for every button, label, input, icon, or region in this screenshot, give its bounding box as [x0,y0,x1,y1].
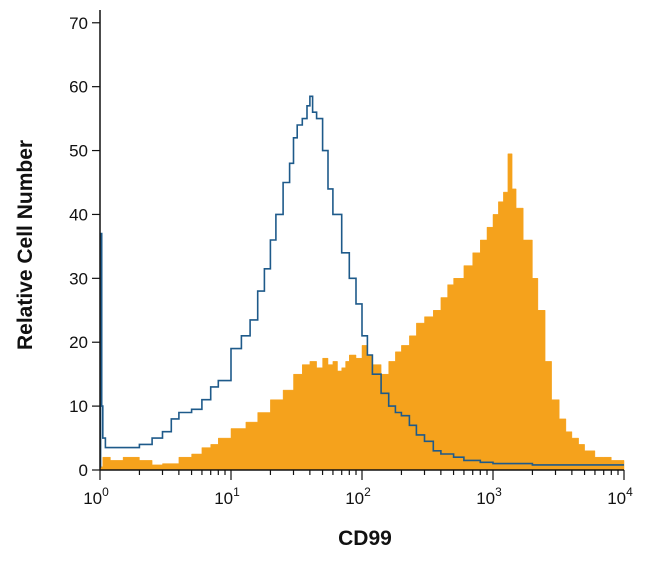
plot-area [99,95,625,471]
y-axis-ticks: 0 10 20 30 40 50 60 70 [69,14,100,480]
x-tick-label: 104 [607,485,633,508]
x-tick-label-exponent: 1 [233,485,240,499]
x-tick-label-exponent: 3 [495,485,502,499]
y-tick-label: 70 [69,14,88,33]
series-0-filled-histogram [99,153,625,471]
y-axis-title: Relative Cell Number [14,140,37,350]
x-tick-label-base: 10 [214,489,233,508]
y-tick-label: 20 [69,333,88,352]
x-tick-label: 103 [476,485,502,508]
x-tick-label-base: 10 [83,489,102,508]
x-tick-label-exponent: 0 [102,485,109,499]
y-tick-label: 0 [79,461,88,480]
y-tick-label: 40 [69,205,88,224]
y-tick-label: 60 [69,78,88,97]
series-1-outline-histogram [99,95,624,468]
y-tick-label: 10 [69,397,88,416]
x-tick-label: 100 [83,485,109,508]
x-tick-label-base: 10 [345,489,364,508]
x-tick-label-base: 10 [607,489,626,508]
y-tick-label: 50 [69,142,88,161]
y-tick-label: 30 [69,269,88,288]
x-axis-title: CD99 [338,527,392,550]
x-axis-ticks: 100 101 102 103 104 [83,470,633,508]
x-tick-label-exponent: 4 [626,485,633,499]
x-tick-label: 102 [345,485,371,508]
x-tick-label-exponent: 2 [364,485,371,499]
x-tick-label: 101 [214,485,240,508]
x-tick-label-base: 10 [476,489,495,508]
